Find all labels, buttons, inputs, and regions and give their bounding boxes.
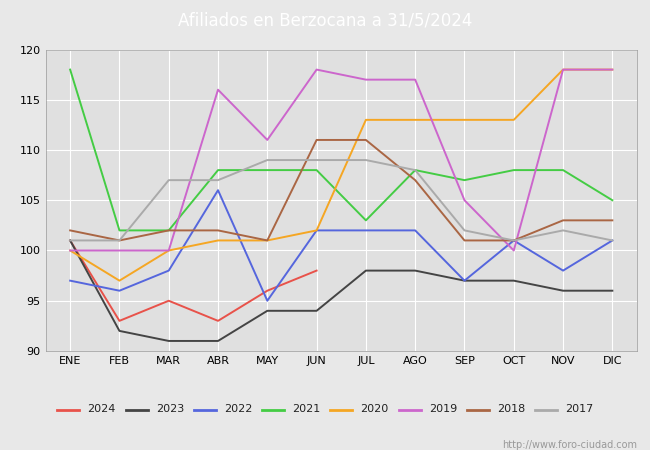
Text: 2017: 2017 — [566, 405, 593, 414]
Text: Afiliados en Berzocana a 31/5/2024: Afiliados en Berzocana a 31/5/2024 — [178, 11, 472, 29]
Text: 2020: 2020 — [361, 405, 389, 414]
Text: http://www.foro-ciudad.com: http://www.foro-ciudad.com — [502, 440, 637, 450]
Text: 2019: 2019 — [429, 405, 457, 414]
Text: 2022: 2022 — [224, 405, 252, 414]
Text: 2023: 2023 — [156, 405, 184, 414]
Text: 2018: 2018 — [497, 405, 525, 414]
Text: 2021: 2021 — [292, 405, 320, 414]
Text: 2024: 2024 — [88, 405, 116, 414]
